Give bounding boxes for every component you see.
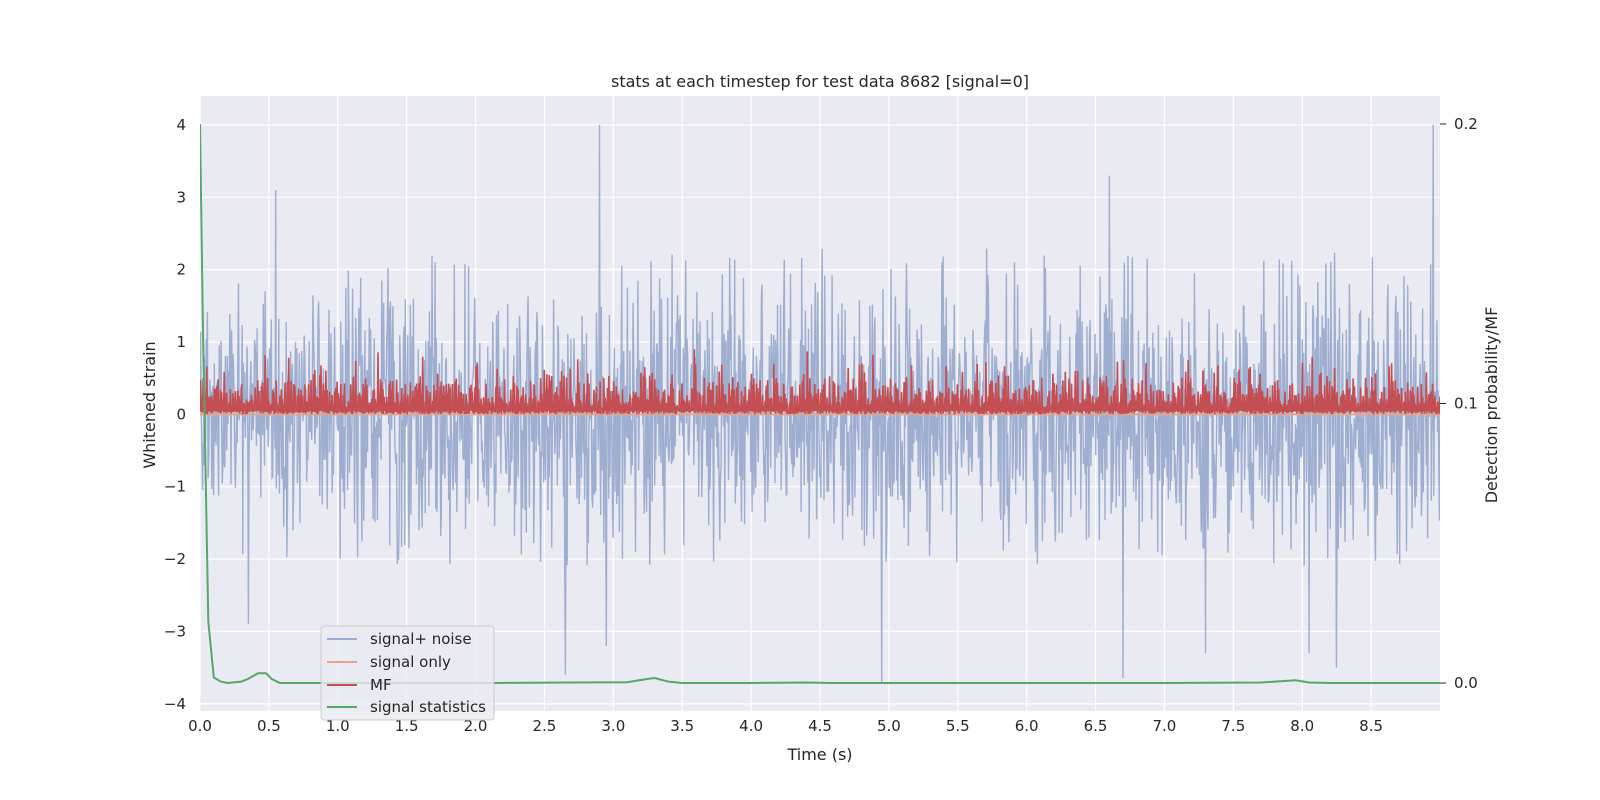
legend-box — [320, 625, 495, 721]
y-tick-label: 1 — [176, 333, 186, 351]
series-signal-statistics — [200, 123, 1440, 685]
y-tick-label: 4 — [176, 116, 186, 134]
y2-tick-label: 0.2 — [1454, 115, 1478, 133]
x-tick-label: 6.0 — [1015, 717, 1039, 735]
x-tick-label: 7.5 — [1221, 717, 1245, 735]
y-axis-label: Whitened strain — [140, 341, 159, 468]
x-axis-label: Time (s) — [786, 745, 852, 764]
x-tick-label: 5.5 — [946, 717, 970, 735]
legend-label-signal-only: signal only — [370, 653, 451, 671]
legend: signal+ noise signal only MF signal stat… — [320, 625, 495, 721]
y2-tick-label: 0.0 — [1454, 674, 1478, 692]
y2-tick-label: 0.1 — [1454, 395, 1478, 413]
x-tick-label: 7.0 — [1153, 717, 1177, 735]
x-tick-label: 2.0 — [464, 717, 488, 735]
y-tick-label: −3 — [164, 622, 186, 640]
series-mf — [200, 349, 1440, 415]
series-layer — [200, 123, 1440, 685]
y-tick-label: 3 — [176, 188, 186, 206]
tick-layer: 0.0 0.5 1.0 1.5 2.0 2.5 3.0 3.5 4.0 4.5 5.0 5.5 6.0 6… — [164, 115, 1478, 735]
chart-title: stats at each timestep for test data 868… — [611, 72, 1029, 91]
x-tick-label: 3.0 — [601, 717, 625, 735]
x-tick-label: 3.5 — [670, 717, 694, 735]
x-tick-label: 1.0 — [326, 717, 350, 735]
y-tick-label: 2 — [176, 261, 186, 279]
legend-label-signal-statistics: signal statistics — [370, 698, 486, 716]
x-tick-label: 5.0 — [877, 717, 901, 735]
x-tick-label: 0.5 — [257, 717, 281, 735]
x-tick-label: 4.5 — [808, 717, 832, 735]
x-tick-label: 8.5 — [1359, 717, 1383, 735]
y2-axis-label: Detection probability/MF — [1482, 307, 1501, 504]
x-tick-label: 8.0 — [1290, 717, 1314, 735]
legend-label-mf: MF — [370, 676, 392, 694]
x-tick-label: 4.0 — [739, 717, 763, 735]
legend-label-signal-noise: signal+ noise — [370, 630, 472, 648]
y-tick-label: −4 — [164, 695, 186, 713]
y-tick-label: 0 — [176, 405, 186, 423]
y-tick-label: −2 — [164, 550, 186, 568]
x-tick-label: 1.5 — [395, 717, 419, 735]
x-tick-label: 2.5 — [533, 717, 557, 735]
x-tick-label: 0.0 — [188, 717, 212, 735]
x-tick-label: 6.5 — [1084, 717, 1108, 735]
y-tick-label: −1 — [164, 478, 186, 496]
